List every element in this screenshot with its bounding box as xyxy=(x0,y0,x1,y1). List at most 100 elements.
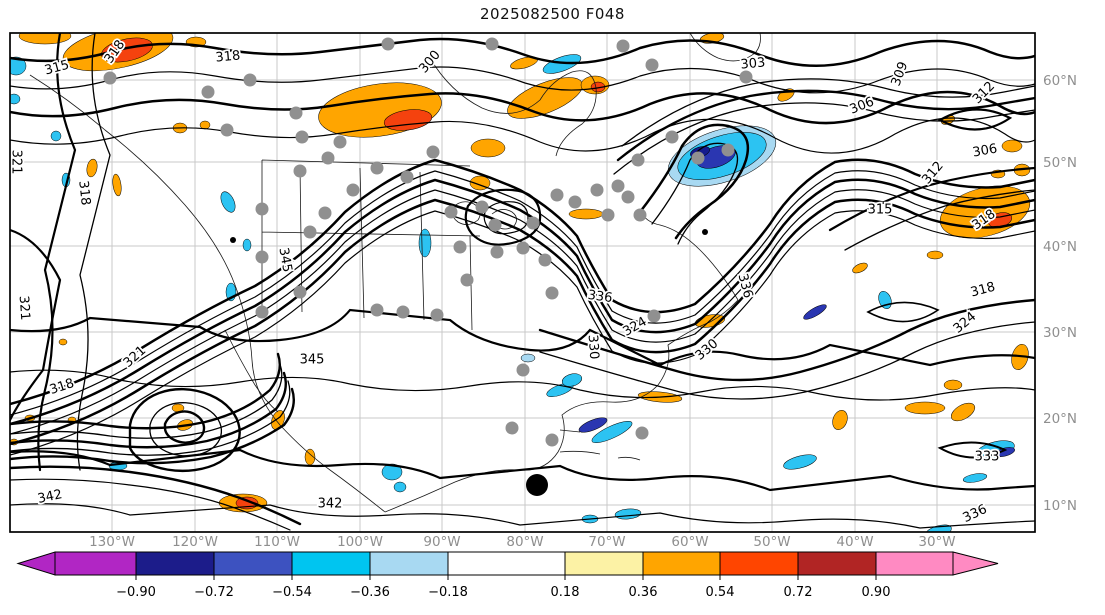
station-dot xyxy=(381,37,395,51)
colorbar-right-arrow xyxy=(952,551,999,576)
contour-label: 336 xyxy=(587,288,614,306)
axis-labels: 130°W 120°W 110°W 100°W 90°W 80°W 70°W 60°W 50°W… xyxy=(89,73,1077,550)
station-dot xyxy=(621,190,635,204)
shaded-patch xyxy=(418,228,432,258)
contour-label: 342 xyxy=(36,487,63,507)
station-dot xyxy=(550,188,564,202)
shaded-patch xyxy=(962,473,988,483)
contour-line xyxy=(621,78,1035,147)
station-dot xyxy=(201,85,215,99)
contour-label: 306 xyxy=(971,141,998,160)
contour-line xyxy=(10,478,291,531)
shaded-patch xyxy=(470,138,506,158)
colorbar-tick-label: 0.36 xyxy=(629,585,658,600)
shaded-patch xyxy=(783,454,817,470)
station-dot xyxy=(255,250,269,264)
colorbar-segment xyxy=(369,551,449,576)
station-dot xyxy=(545,286,559,300)
station-dot xyxy=(616,39,630,53)
shaded-patch xyxy=(904,401,946,415)
shaded-patch xyxy=(50,130,62,142)
small-black-dot xyxy=(230,237,236,243)
station-dot xyxy=(516,363,530,377)
contour-line xyxy=(10,117,1035,154)
station-dot xyxy=(303,225,317,239)
contour-line xyxy=(10,308,1035,367)
contour-line xyxy=(10,66,1035,94)
station-dot xyxy=(103,71,117,85)
contour-line xyxy=(866,301,940,323)
station-dot xyxy=(321,151,335,165)
contour-label: 342 xyxy=(318,497,343,512)
station-dot xyxy=(460,273,474,287)
colorbar-segment xyxy=(719,551,799,576)
lon-tick-label: 50°W xyxy=(753,534,790,550)
lon-tick-label: 130°W xyxy=(89,534,135,550)
contour-line xyxy=(10,158,1035,406)
lon-tick-label: 120°W xyxy=(172,534,218,550)
shaded-patch xyxy=(832,410,848,430)
station-dot xyxy=(545,433,559,447)
colorbar-segment xyxy=(135,551,215,576)
contour-line xyxy=(10,178,1035,426)
contour-line xyxy=(149,402,223,457)
lon-tick-label: 110°W xyxy=(254,534,300,550)
contour-line xyxy=(10,210,1035,456)
shaded-patch xyxy=(520,353,536,363)
storm-marker xyxy=(526,474,548,496)
colorbar-segment xyxy=(642,551,721,576)
shaded-patch xyxy=(393,481,407,493)
shaded-patch xyxy=(926,250,944,260)
colorbar-segment xyxy=(875,551,954,576)
lat-tick-label: 40°N xyxy=(1043,239,1077,255)
contour-line xyxy=(163,410,206,444)
station-dot xyxy=(526,216,540,230)
station-dot xyxy=(370,303,384,317)
lat-tick-label: 10°N xyxy=(1043,498,1077,514)
colorbar-segment xyxy=(797,551,877,576)
station-dot xyxy=(721,143,735,157)
contour-line xyxy=(10,387,295,465)
contour-line xyxy=(937,441,1008,459)
colorbar-segment xyxy=(54,551,137,576)
lon-tick-label: 70°W xyxy=(588,534,625,550)
station-dot xyxy=(538,253,552,267)
lat-tick-label: 60°N xyxy=(1043,73,1077,89)
shaded-patch xyxy=(199,120,211,130)
contour-line xyxy=(616,89,1035,162)
contour-line xyxy=(651,142,739,245)
station-dot xyxy=(665,130,679,144)
station-dot xyxy=(333,135,347,149)
shaded-patch xyxy=(58,338,68,346)
lon-tick-label: 80°W xyxy=(506,534,543,550)
lon-tick-label: 40°W xyxy=(836,534,873,550)
contour-line xyxy=(10,380,291,456)
lat-tick-label: 20°N xyxy=(1043,411,1077,427)
colorbar-left-arrow xyxy=(16,551,56,576)
shaded-patch xyxy=(10,56,27,76)
station-dot xyxy=(289,106,303,120)
station-dot xyxy=(631,153,645,167)
contour-label: 333 xyxy=(975,450,1000,465)
contour-line xyxy=(483,201,529,235)
shaded-patch xyxy=(1001,139,1023,153)
contour-line xyxy=(10,37,1035,67)
station-dot xyxy=(475,200,489,214)
shaded-patch xyxy=(542,54,582,74)
station-dot xyxy=(318,206,332,220)
contour-line xyxy=(10,352,281,430)
shaded-patch xyxy=(852,262,868,274)
contour-line xyxy=(37,33,77,472)
colorbar-tick-label: −0.54 xyxy=(272,585,312,600)
station-dot xyxy=(255,305,269,319)
station-dot xyxy=(346,183,360,197)
contour-line xyxy=(844,189,1035,251)
station-dot xyxy=(590,183,604,197)
page-title: 2025082500 F048 xyxy=(480,5,625,23)
contour-label: 321 xyxy=(16,295,33,321)
contour-lines xyxy=(10,33,1035,531)
contour-line xyxy=(10,465,302,526)
colorbar-tick-label: −0.90 xyxy=(116,585,156,600)
station-dot xyxy=(255,202,269,216)
